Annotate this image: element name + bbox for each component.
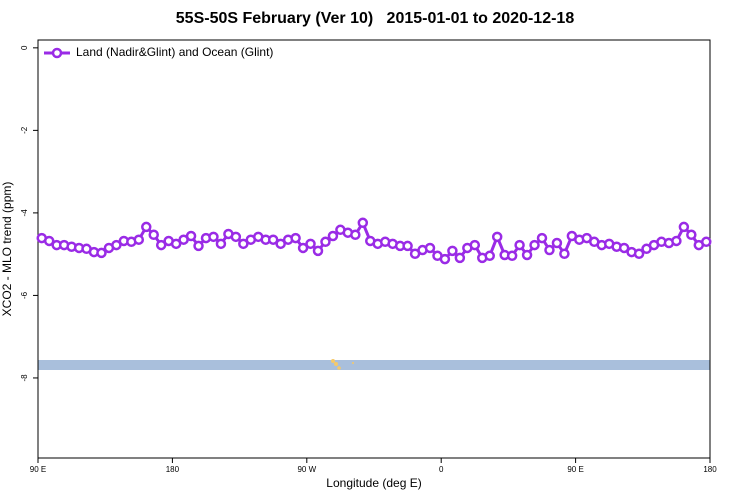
y-tick-label: -4 bbox=[20, 209, 29, 217]
spot bbox=[331, 359, 335, 363]
point bbox=[402, 240, 413, 252]
point bbox=[439, 253, 451, 265]
spot bbox=[334, 362, 338, 366]
point bbox=[111, 239, 122, 251]
x-tick-label: 180 bbox=[166, 465, 180, 474]
spot bbox=[352, 362, 354, 364]
point bbox=[559, 248, 570, 259]
point bbox=[297, 242, 309, 254]
point bbox=[521, 249, 533, 261]
y-tick-label: -8 bbox=[20, 374, 29, 382]
point bbox=[238, 238, 249, 250]
point bbox=[320, 236, 331, 248]
point bbox=[551, 237, 563, 249]
point bbox=[43, 235, 55, 247]
point bbox=[96, 247, 107, 259]
point bbox=[185, 230, 197, 242]
point bbox=[357, 217, 369, 229]
x-tick-label: 90 E bbox=[567, 465, 583, 474]
y-tick-label: 0 bbox=[20, 45, 29, 50]
point bbox=[215, 238, 227, 250]
point bbox=[454, 252, 466, 264]
x-tick-label: 90 W bbox=[297, 465, 316, 474]
x-tick-label: 90 E bbox=[30, 465, 46, 474]
point bbox=[484, 250, 495, 262]
point bbox=[514, 239, 525, 251]
point bbox=[305, 238, 316, 250]
point bbox=[133, 234, 145, 245]
point bbox=[536, 232, 548, 244]
x-tick-label: 180 bbox=[703, 465, 717, 474]
point bbox=[208, 231, 219, 243]
point bbox=[290, 232, 301, 244]
point bbox=[267, 234, 279, 245]
spot bbox=[337, 366, 341, 370]
chart-title: 55S-50S February (Ver 10) 2015-01-01 to … bbox=[176, 10, 575, 27]
point bbox=[327, 230, 339, 242]
point bbox=[491, 231, 503, 243]
legend-label: Land (Nadir&Glint) and Ocean (Glint) bbox=[76, 45, 273, 59]
plot-frame bbox=[37, 39, 711, 459]
point bbox=[671, 235, 682, 247]
point bbox=[193, 240, 204, 252]
x-axis-label: Longitude (deg E) bbox=[326, 476, 421, 490]
point bbox=[155, 239, 167, 251]
point bbox=[529, 239, 540, 251]
point bbox=[230, 231, 242, 243]
surface-band bbox=[38, 360, 710, 370]
point bbox=[678, 221, 690, 233]
point bbox=[506, 250, 518, 262]
point bbox=[312, 245, 324, 257]
point bbox=[424, 242, 436, 254]
point bbox=[618, 242, 630, 254]
point bbox=[148, 229, 159, 241]
y-tick-label: -2 bbox=[20, 126, 29, 134]
surface-spots bbox=[331, 359, 354, 370]
point bbox=[275, 238, 286, 250]
legend-marker bbox=[51, 47, 63, 59]
point bbox=[170, 238, 182, 250]
point bbox=[686, 229, 697, 241]
point bbox=[350, 229, 361, 241]
x-tick-label: 0 bbox=[439, 465, 444, 474]
point bbox=[141, 221, 152, 233]
y-tick-label: -6 bbox=[20, 291, 29, 299]
y-axis-label: XCO2 - MLO trend (ppm) bbox=[0, 182, 14, 317]
point bbox=[633, 248, 645, 259]
point bbox=[701, 236, 712, 248]
point bbox=[447, 245, 458, 257]
point bbox=[469, 239, 481, 251]
point bbox=[544, 244, 555, 256]
